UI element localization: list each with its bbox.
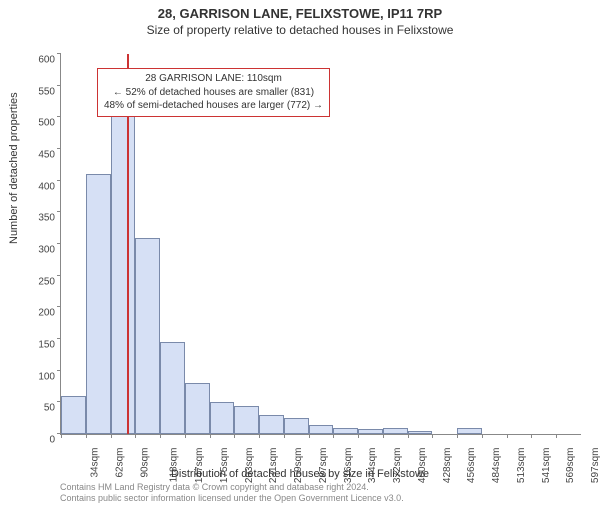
x-tick-mark [284,434,285,438]
histogram-bar [61,396,86,434]
histogram-bar [309,425,334,435]
histogram-bar [457,428,482,434]
y-tick-mark [57,180,61,181]
y-tick-mark [57,85,61,86]
x-tick-mark [457,434,458,438]
histogram-bar [111,114,136,434]
y-tick-label: 450 [23,150,55,161]
x-tick-mark [482,434,483,438]
histogram-bar [284,418,309,434]
x-tick-mark [259,434,260,438]
y-tick-label: 400 [23,181,55,192]
footer-line-1: Contains HM Land Registry data © Crown c… [60,482,404,493]
x-tick-mark [408,434,409,438]
x-tick-mark [135,434,136,438]
chart-title-sub: Size of property relative to detached ho… [0,23,600,37]
y-tick-label: 600 [23,55,55,66]
y-tick-mark [57,306,61,307]
y-tick-label: 200 [23,308,55,319]
x-tick-mark [185,434,186,438]
chart-title-main: 28, GARRISON LANE, FELIXSTOWE, IP11 7RP [0,6,600,21]
x-axis-label: Distribution of detached houses by size … [0,468,600,480]
histogram-bar [234,406,259,435]
histogram-bar [383,428,408,434]
y-tick-mark [57,53,61,54]
histogram-bar [185,383,210,434]
x-tick-mark [531,434,532,438]
y-tick-label: 300 [23,245,55,256]
x-tick-mark [111,434,112,438]
x-tick-mark [358,434,359,438]
x-tick-mark [383,434,384,438]
histogram-bar [135,238,160,434]
y-tick-label: 100 [23,371,55,382]
y-tick-mark [57,116,61,117]
y-tick-label: 150 [23,340,55,351]
annotation-line: ← 52% of detached houses are smaller (83… [104,86,323,100]
histogram-bar [358,429,383,434]
histogram-bar [86,174,111,434]
y-tick-label: 500 [23,118,55,129]
y-tick-mark [57,211,61,212]
histogram-bar [333,428,358,434]
y-tick-mark [57,370,61,371]
histogram-bar [160,342,185,434]
chart-area: 05010015020025030035040045050055060034sq… [60,54,580,434]
histogram-bar [210,402,235,434]
y-tick-label: 0 [23,435,55,446]
y-tick-label: 250 [23,276,55,287]
x-tick-mark [309,434,310,438]
y-tick-mark [57,275,61,276]
x-tick-mark [507,434,508,438]
x-tick-mark [61,434,62,438]
y-tick-mark [57,338,61,339]
histogram-bar [408,431,433,434]
plot-area: 05010015020025030035040045050055060034sq… [60,54,581,435]
histogram-bar [259,415,284,434]
annotation-line: 28 GARRISON LANE: 110sqm [104,72,323,86]
y-tick-label: 50 [23,403,55,414]
footer-attribution: Contains HM Land Registry data © Crown c… [60,482,404,504]
x-tick-mark [556,434,557,438]
y-tick-label: 550 [23,86,55,97]
footer-line-2: Contains public sector information licen… [60,493,404,504]
annotation-line: 48% of semi-detached houses are larger (… [104,99,323,113]
y-tick-label: 350 [23,213,55,224]
annotation-box: 28 GARRISON LANE: 110sqm← 52% of detache… [97,68,330,117]
y-tick-mark [57,148,61,149]
y-tick-mark [57,243,61,244]
x-tick-mark [160,434,161,438]
x-tick-mark [210,434,211,438]
x-tick-mark [333,434,334,438]
x-tick-mark [86,434,87,438]
x-tick-mark [234,434,235,438]
y-axis-label: Number of detached properties [8,92,20,244]
x-tick-mark [432,434,433,438]
